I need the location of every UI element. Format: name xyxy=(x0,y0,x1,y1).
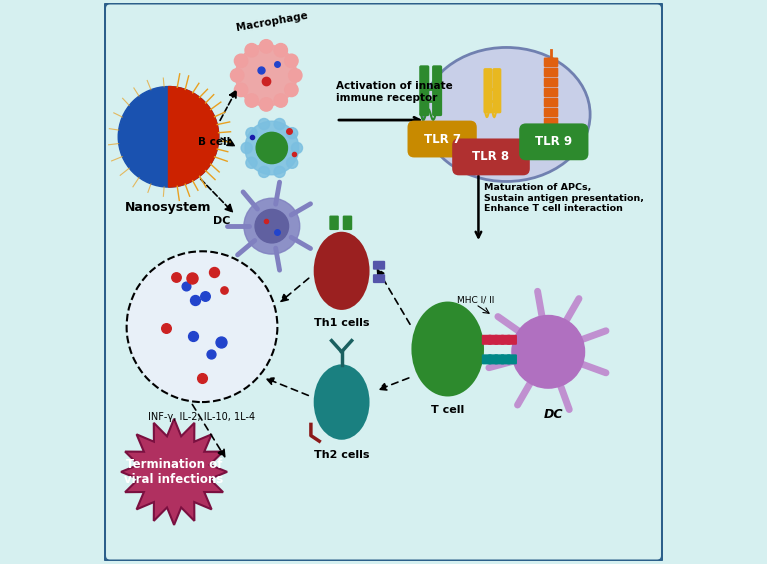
Text: Th2 cells: Th2 cells xyxy=(314,450,370,460)
Circle shape xyxy=(244,198,300,254)
Text: Termination of
viral infections: Termination of viral infections xyxy=(124,458,224,486)
Wedge shape xyxy=(169,86,219,187)
Text: B cell: B cell xyxy=(198,138,230,147)
Circle shape xyxy=(285,83,298,96)
Text: DC: DC xyxy=(212,215,230,226)
Circle shape xyxy=(118,86,219,187)
FancyBboxPatch shape xyxy=(329,215,339,230)
FancyBboxPatch shape xyxy=(373,261,385,270)
Circle shape xyxy=(255,209,288,243)
FancyBboxPatch shape xyxy=(483,68,492,113)
FancyBboxPatch shape xyxy=(343,215,352,230)
FancyBboxPatch shape xyxy=(544,118,558,127)
Text: Maturation of APCs,
Sustain antigen presentation,
Enhance T cell interaction: Maturation of APCs, Sustain antigen pres… xyxy=(484,183,644,213)
Circle shape xyxy=(246,127,257,139)
Text: Nanosystem: Nanosystem xyxy=(125,201,212,214)
Circle shape xyxy=(245,43,258,57)
Circle shape xyxy=(231,69,244,82)
Text: MHC I/ II: MHC I/ II xyxy=(457,296,494,305)
Text: Macrophage: Macrophage xyxy=(235,11,308,33)
Circle shape xyxy=(246,157,257,168)
Ellipse shape xyxy=(423,47,590,182)
FancyBboxPatch shape xyxy=(501,335,511,345)
Circle shape xyxy=(288,69,302,82)
Circle shape xyxy=(235,83,248,96)
FancyBboxPatch shape xyxy=(482,354,492,364)
Ellipse shape xyxy=(411,302,484,396)
FancyBboxPatch shape xyxy=(544,108,558,117)
FancyBboxPatch shape xyxy=(544,58,558,67)
FancyBboxPatch shape xyxy=(488,335,498,345)
Circle shape xyxy=(235,54,248,68)
Circle shape xyxy=(258,166,270,178)
FancyBboxPatch shape xyxy=(373,274,385,283)
Circle shape xyxy=(274,118,285,130)
FancyBboxPatch shape xyxy=(495,335,505,345)
Circle shape xyxy=(274,43,288,57)
FancyBboxPatch shape xyxy=(482,335,492,345)
Text: TLR 9: TLR 9 xyxy=(535,135,572,148)
Text: TLR 7: TLR 7 xyxy=(423,133,461,146)
Circle shape xyxy=(274,166,285,178)
FancyBboxPatch shape xyxy=(453,139,530,175)
Circle shape xyxy=(235,45,297,106)
FancyBboxPatch shape xyxy=(495,354,505,364)
Circle shape xyxy=(512,315,584,388)
Circle shape xyxy=(256,133,288,164)
FancyBboxPatch shape xyxy=(519,124,588,160)
Ellipse shape xyxy=(314,364,370,440)
Text: Activation of innate
immune receptor: Activation of innate immune receptor xyxy=(336,81,453,103)
Text: DC: DC xyxy=(544,408,564,421)
Circle shape xyxy=(241,142,252,153)
FancyBboxPatch shape xyxy=(507,354,517,364)
Circle shape xyxy=(285,54,298,68)
FancyBboxPatch shape xyxy=(492,68,502,113)
Text: Th1 cells: Th1 cells xyxy=(314,318,370,328)
FancyBboxPatch shape xyxy=(501,354,511,364)
Circle shape xyxy=(127,252,278,402)
FancyBboxPatch shape xyxy=(507,335,517,345)
FancyBboxPatch shape xyxy=(488,354,498,364)
Polygon shape xyxy=(121,419,227,525)
Circle shape xyxy=(291,142,302,153)
Circle shape xyxy=(245,121,298,175)
Circle shape xyxy=(258,118,270,130)
FancyBboxPatch shape xyxy=(544,78,558,87)
Circle shape xyxy=(259,39,273,53)
Ellipse shape xyxy=(314,232,370,310)
Text: T cell: T cell xyxy=(431,405,464,415)
Circle shape xyxy=(245,94,258,107)
Circle shape xyxy=(274,94,288,107)
FancyBboxPatch shape xyxy=(420,65,430,116)
FancyBboxPatch shape xyxy=(544,98,558,107)
FancyBboxPatch shape xyxy=(544,68,558,77)
Text: TLR 8: TLR 8 xyxy=(472,151,509,164)
FancyBboxPatch shape xyxy=(544,87,558,97)
Circle shape xyxy=(259,98,273,111)
FancyBboxPatch shape xyxy=(432,65,442,116)
Circle shape xyxy=(287,127,298,139)
Circle shape xyxy=(287,157,298,168)
FancyBboxPatch shape xyxy=(407,121,477,157)
Text: INF-γ, IL-2, IL-10, 1L-4: INF-γ, IL-2, IL-10, 1L-4 xyxy=(149,412,255,422)
